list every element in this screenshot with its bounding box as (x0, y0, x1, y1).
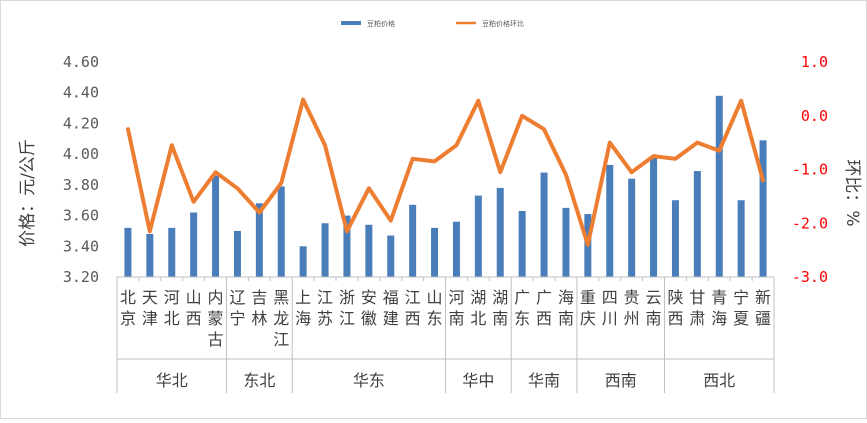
bar-series (124, 96, 766, 277)
bar (146, 234, 153, 277)
category-label: 内蒙古 (208, 288, 224, 349)
category-label: 山东 (427, 288, 443, 328)
category-label: 河南 (448, 288, 464, 328)
bar (562, 208, 569, 277)
region-label: 华南 (528, 371, 560, 390)
y2-tick-label: -2.0 (792, 214, 828, 232)
bar (124, 228, 131, 277)
category-label: 新疆 (755, 288, 771, 328)
bar (365, 225, 372, 277)
region-label: 西南 (605, 371, 637, 390)
bar (738, 200, 745, 277)
region-label: 华中 (462, 371, 494, 390)
line-series (128, 100, 763, 245)
bar (519, 211, 526, 277)
bar (322, 223, 329, 277)
category-label: 甘肃 (689, 288, 705, 328)
region-label: 东北 (243, 371, 275, 390)
y-tick-label: 4.40 (63, 84, 99, 102)
y-axis-ticks: 3.20 3.40 3.60 3.80 4.00 4.20 4.40 4.60 (63, 53, 99, 286)
category-label: 辽宁 (229, 288, 245, 328)
category-label: 重庆 (580, 288, 596, 328)
y2-axis-label: 环比：% (842, 159, 862, 226)
bar (497, 188, 504, 277)
y-tick-label: 3.20 (63, 268, 99, 286)
category-label: 江苏 (317, 288, 333, 328)
category-label: 四川 (602, 288, 618, 328)
y-tick-label: 3.60 (63, 207, 99, 225)
bar (168, 228, 175, 277)
bar (300, 246, 307, 277)
category-label: 湖南 (492, 288, 508, 328)
y2-tick-label: -1.0 (792, 161, 828, 179)
category-label: 青海 (711, 288, 727, 328)
category-label: 浙江 (339, 288, 355, 328)
y2-tick-label: -3.0 (792, 268, 828, 286)
bar (760, 140, 767, 277)
bar (234, 231, 241, 277)
y2-tick-label: 0.0 (801, 107, 828, 125)
category-label: 贵州 (624, 288, 640, 328)
y-tick-label: 3.40 (63, 237, 99, 255)
bar (606, 165, 613, 277)
category-label: 黑龙江 (273, 288, 289, 349)
y-axis-label: 价格：元/公斤 (18, 139, 38, 247)
category-label: 湖北 (470, 288, 486, 328)
line-path (128, 100, 763, 245)
bar (694, 171, 701, 277)
category-label: 广西 (536, 288, 552, 328)
category-label: 天津 (142, 288, 158, 328)
bar (541, 173, 548, 277)
category-label: 宁夏 (733, 288, 749, 328)
category-label: 陕西 (667, 288, 683, 328)
category-label: 海南 (558, 288, 574, 328)
bar (212, 176, 219, 277)
y2-axis-ticks: -3.0 -2.0 -1.0 0.0 1.0 (792, 53, 828, 286)
bar (431, 228, 438, 277)
category-label: 吉林 (251, 288, 267, 328)
bar (453, 222, 460, 277)
category-label: 北京 (120, 288, 136, 328)
y-tick-label: 4.00 (63, 145, 99, 163)
y-tick-label: 3.80 (63, 176, 99, 194)
category-label: 河北 (164, 288, 180, 328)
region-label: 华北 (156, 371, 188, 390)
legend-label-line: 豆粕价格环比 (482, 19, 524, 28)
bar (409, 205, 416, 277)
y-tick-label: 4.20 (63, 114, 99, 132)
category-label: 安徽 (361, 288, 377, 328)
category-label: 福建 (383, 288, 399, 328)
bar (190, 213, 197, 278)
category-label: 广东 (514, 288, 530, 328)
bar (650, 157, 657, 277)
category-label: 上海 (295, 288, 311, 328)
legend: 豆粕价格 豆粕价格环比 (341, 19, 524, 28)
y2-tick-label: 1.0 (801, 53, 828, 71)
category-label: 山西 (186, 288, 202, 328)
bar (716, 96, 723, 277)
category-label: 江西 (405, 288, 421, 328)
region-label: 西北 (703, 371, 735, 390)
bar (672, 200, 679, 277)
category-label: 云南 (646, 288, 662, 328)
bar (278, 186, 285, 277)
y-tick-label: 4.60 (63, 53, 99, 71)
region-label: 华东 (353, 371, 385, 390)
bar (475, 196, 482, 277)
legend-label-bar: 豆粕价格 (367, 19, 395, 28)
bar (628, 179, 635, 277)
legend-swatch-bar (341, 21, 361, 25)
bar (387, 236, 394, 277)
